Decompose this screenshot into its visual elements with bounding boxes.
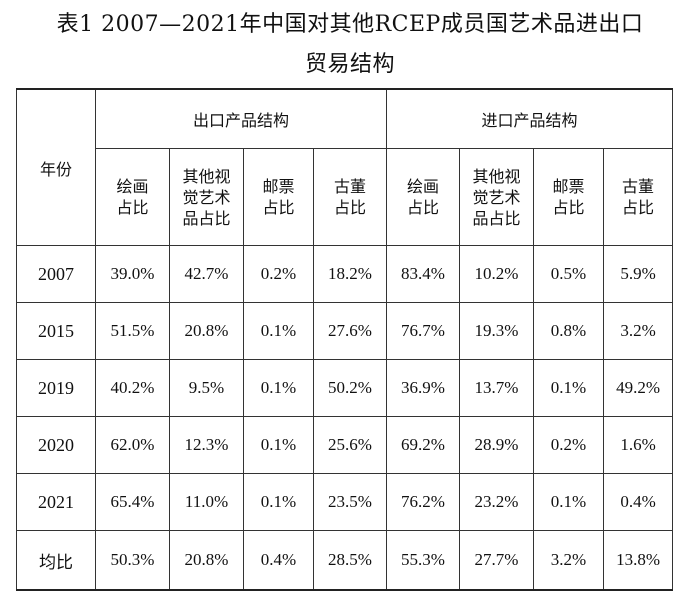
cell-value: 10.2% — [459, 245, 535, 303]
cell-value: 0.1% — [243, 302, 314, 360]
cell-value: 39.0% — [95, 245, 170, 303]
table-row-average: 均比 50.3% 20.8% 0.4% 28.5% 55.3% 27.7% 3.… — [16, 530, 674, 591]
cell-value: 20.8% — [169, 530, 244, 591]
cell-value: 27.7% — [459, 530, 535, 591]
cell-value: 25.6% — [312, 416, 388, 474]
col-header-import-other-visual-art: 其他视觉艺术品占比 — [459, 148, 535, 246]
row-year: 2007 — [16, 245, 96, 303]
cell-value: 1.6% — [603, 416, 674, 474]
cell-value: 13.8% — [603, 530, 674, 591]
table-row: 2015 51.5% 20.8% 0.1% 27.6% 76.7% 19.3% … — [16, 302, 674, 360]
table-row: 2007 39.0% 42.7% 0.2% 18.2% 83.4% 10.2% … — [16, 245, 674, 303]
import-header: 进口产品结构 — [386, 88, 674, 149]
table-row: 2020 62.0% 12.3% 0.1% 25.6% 69.2% 28.9% … — [16, 416, 674, 474]
export-header: 出口产品结构 — [94, 88, 388, 149]
year-header: 年份 — [16, 88, 96, 246]
cell-value: 49.2% — [603, 359, 674, 417]
cell-value: 76.2% — [386, 473, 461, 531]
cell-value: 69.2% — [386, 416, 461, 474]
cell-value: 0.2% — [243, 245, 314, 303]
cell-value: 0.2% — [533, 416, 605, 474]
cell-value: 40.2% — [95, 359, 170, 417]
col-header-export-stamps: 邮票占比 — [243, 148, 314, 246]
cell-value: 42.7% — [169, 245, 244, 303]
cell-value: 11.0% — [169, 473, 244, 531]
row-year: 2020 — [16, 416, 96, 474]
cell-value: 28.9% — [459, 416, 535, 474]
cell-value: 83.4% — [386, 245, 461, 303]
cell-value: 0.4% — [243, 530, 314, 591]
col-header-export-painting: 绘画占比 — [95, 148, 170, 246]
cell-value: 18.2% — [312, 245, 388, 303]
cell-value: 62.0% — [95, 416, 170, 474]
cell-value: 0.4% — [603, 473, 674, 531]
cell-value: 20.8% — [169, 302, 244, 360]
cell-value: 0.1% — [243, 416, 314, 474]
cell-value: 28.5% — [312, 530, 388, 591]
row-year: 2015 — [16, 302, 96, 360]
col-header-export-other-visual-art: 其他视觉艺术品占比 — [169, 148, 244, 246]
table-title-line1: 表1 2007—2021年中国对其他RCEP成员国艺术品进出口 — [56, 12, 644, 37]
cell-value: 9.5% — [169, 359, 244, 417]
row-year: 2021 — [16, 473, 96, 531]
cell-value: 3.2% — [603, 302, 674, 360]
cell-value: 5.9% — [603, 245, 674, 303]
cell-value: 0.5% — [533, 245, 605, 303]
table-title-line2: 贸易结构 — [304, 52, 395, 77]
col-header-export-antiques: 古董占比 — [312, 148, 388, 246]
cell-value: 36.9% — [386, 359, 461, 417]
cell-value: 3.2% — [533, 530, 605, 591]
row-year: 均比 — [16, 530, 96, 591]
trade-structure-table: 年份 出口产品结构 进口产品结构 绘画占比 其他视觉艺术品占比 邮票占比 古董占… — [16, 88, 674, 591]
cell-value: 0.8% — [533, 302, 605, 360]
cell-value: 12.3% — [169, 416, 244, 474]
cell-value: 51.5% — [95, 302, 170, 360]
cell-value: 0.1% — [243, 359, 314, 417]
col-header-import-antiques: 古董占比 — [603, 148, 674, 246]
cell-value: 13.7% — [459, 359, 535, 417]
table-row: 2021 65.4% 11.0% 0.1% 23.5% 76.2% 23.2% … — [16, 473, 674, 531]
cell-value: 19.3% — [459, 302, 535, 360]
table-row: 2019 40.2% 9.5% 0.1% 50.2% 36.9% 13.7% 0… — [16, 359, 674, 417]
cell-value: 23.2% — [459, 473, 535, 531]
cell-value: 23.5% — [312, 473, 388, 531]
cell-value: 55.3% — [386, 530, 461, 591]
cell-value: 50.2% — [312, 359, 388, 417]
cell-value: 27.6% — [312, 302, 388, 360]
col-header-import-stamps: 邮票占比 — [533, 148, 605, 246]
cell-value: 0.1% — [243, 473, 314, 531]
col-header-import-painting: 绘画占比 — [386, 148, 461, 246]
cell-value: 65.4% — [95, 473, 170, 531]
cell-value: 50.3% — [95, 530, 170, 591]
row-year: 2019 — [16, 359, 96, 417]
cell-value: 0.1% — [533, 473, 605, 531]
cell-value: 0.1% — [533, 359, 605, 417]
cell-value: 76.7% — [386, 302, 461, 360]
